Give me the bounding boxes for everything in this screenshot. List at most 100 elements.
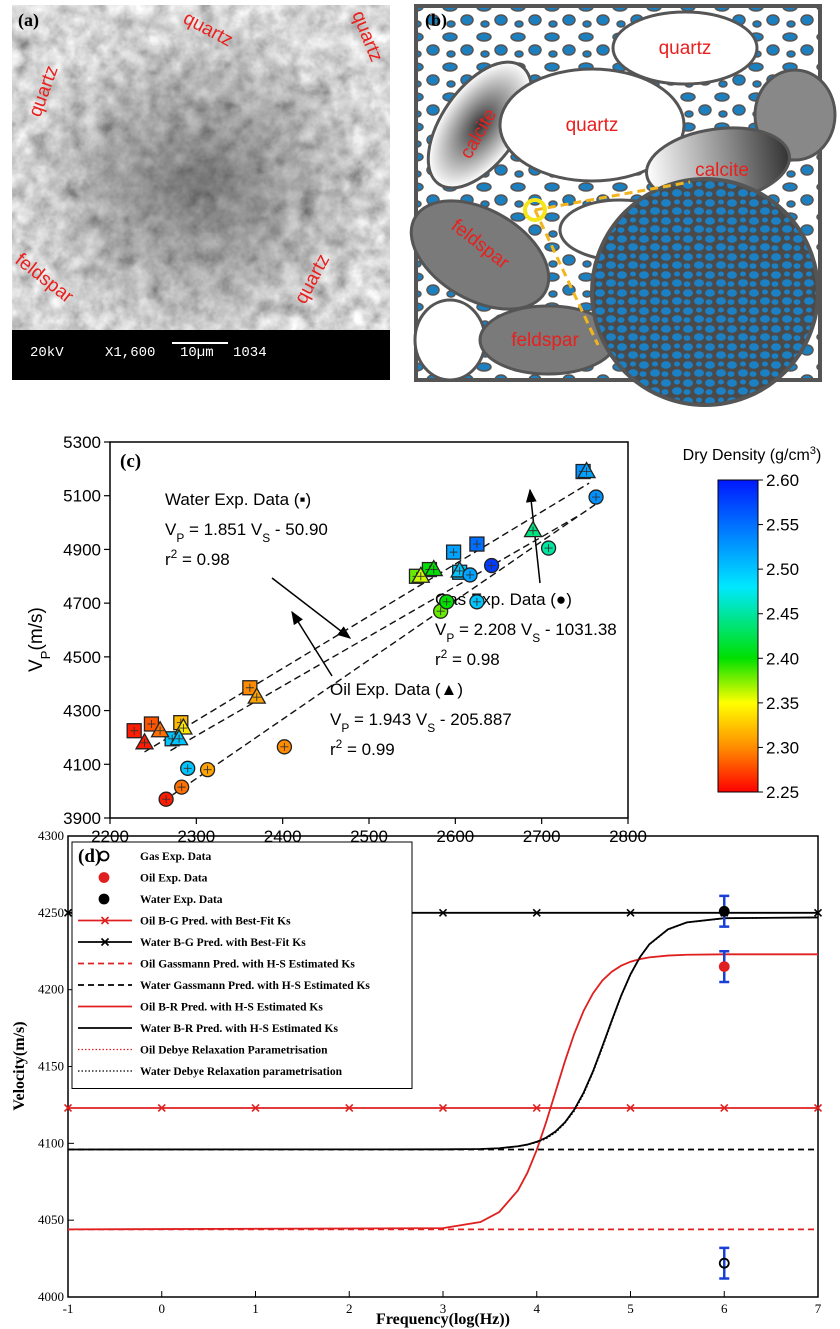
marker-cross <box>466 570 475 579</box>
data-point <box>174 779 190 795</box>
data-point <box>469 536 485 552</box>
line-marker <box>438 1103 448 1113</box>
annotation-equation: VP = 1.943 VS - 205.887 <box>330 710 512 735</box>
legend-label: Water Debye Relaxation parametrisation <box>140 1066 343 1078</box>
marker-cross <box>183 764 192 773</box>
mineral-label: feldspar <box>511 330 579 351</box>
legend-marker <box>100 937 110 947</box>
marker-cross <box>472 597 481 606</box>
mineral-label: quartz <box>659 38 712 59</box>
y-tick-label: 4300 <box>63 702 101 721</box>
line-marker <box>251 1103 260 1113</box>
zoom-line <box>533 209 600 346</box>
colorbar <box>717 479 759 793</box>
marker-cross <box>544 544 553 553</box>
x-tick-label: 5 <box>627 1301 634 1316</box>
legend-box <box>71 841 413 1089</box>
legend-label: Water B-G Pred. with Best-Fit Ks <box>140 937 306 949</box>
data-point <box>276 739 293 755</box>
data-point <box>199 762 216 778</box>
data-point <box>445 544 462 560</box>
line-marker <box>720 908 729 917</box>
marker-cross <box>203 765 212 774</box>
text-part: = 0.99 <box>342 740 394 759</box>
legend-label: Oil Gassmann Pred. with H-S Estimated Ks <box>140 959 355 971</box>
marker-cross <box>455 566 464 575</box>
x-axis-label: Frequency(log(Hz)) <box>376 1311 510 1328</box>
colorbar-tick-label: 2.60 <box>766 471 799 490</box>
y-tick-label: 4250 <box>38 905 64 920</box>
y-axis-label: Velocity(m/s) <box>11 1021 28 1110</box>
line-marker <box>345 1103 354 1113</box>
legend-marker <box>100 916 110 925</box>
annotation-r2: r2 = 0.99 <box>330 737 395 759</box>
marker-cross <box>436 607 445 616</box>
line-marker <box>63 908 73 917</box>
text-part: = 0.98 <box>447 650 499 669</box>
text-part: V <box>435 620 447 639</box>
y-tick-label: 4200 <box>38 982 64 997</box>
y-tick-label: 4500 <box>63 648 101 667</box>
data-point <box>424 559 444 577</box>
scale-text: 20kV <box>30 345 64 361</box>
fit-line <box>170 513 581 752</box>
annotation-title: Gas Exp. Data (●) <box>435 590 572 609</box>
data-point <box>180 760 196 776</box>
line-marker <box>720 1103 729 1113</box>
marker-cross <box>140 738 149 747</box>
annotation-title: Water Exp. Data (▪) <box>165 490 311 509</box>
data-point <box>588 489 604 505</box>
y-axis-label: VP(m/s) <box>26 607 53 672</box>
marker-cross <box>175 734 184 743</box>
text-part: - 1031.38 <box>540 620 617 639</box>
legend-symbol <box>98 872 110 883</box>
y-tick-label: 4150 <box>38 1059 64 1074</box>
legend-symbol <box>98 850 110 862</box>
y-tick-label: 5100 <box>63 487 101 506</box>
scale-strip <box>12 330 390 380</box>
text-part: = 0.98 <box>177 550 229 569</box>
x-tick-label: 2 <box>346 1301 353 1316</box>
text-part: P <box>38 650 53 659</box>
text-part: 2 <box>336 737 343 751</box>
text-part: r <box>165 550 171 569</box>
colorbar-tick-label: 2.45 <box>766 605 799 624</box>
panel-a: (a) quartz quartz quartz feldspar quartz… <box>11 5 390 380</box>
grain <box>413 298 487 382</box>
marker-cross <box>252 693 261 702</box>
data-point <box>523 520 543 538</box>
colorbar-tick-label: 2.25 <box>766 783 799 802</box>
text-part: 2 <box>171 547 178 561</box>
sem-shading <box>12 5 390 330</box>
text-part: V <box>26 659 47 672</box>
grain <box>498 67 686 183</box>
line-marker <box>532 1103 541 1113</box>
grain <box>611 10 759 86</box>
data-point <box>134 732 155 750</box>
legend-symbol <box>98 893 110 905</box>
marker-cross <box>416 572 425 581</box>
legend-label: Oil Debye Relaxation Parametrisation <box>140 1045 328 1057</box>
x-tick-label: 6 <box>721 1301 728 1316</box>
marker-cross <box>179 724 188 733</box>
data-point <box>718 905 730 917</box>
text-part: P <box>341 721 349 735</box>
scale-text: 1034 <box>233 345 267 361</box>
annotation-r2: r2 = 0.98 <box>435 647 500 669</box>
data-point <box>462 567 478 583</box>
legend-label: Water Exp. Data <box>140 894 223 906</box>
y-tick-label: 4700 <box>63 594 101 613</box>
annotation-r2: r2 = 0.98 <box>165 547 230 569</box>
text-part: S <box>532 631 540 645</box>
data-point <box>247 686 267 704</box>
data-point <box>469 594 485 610</box>
panel-label: (a) <box>18 10 39 31</box>
colorbar-tick-label: 2.30 <box>766 738 799 757</box>
marker-cross <box>449 548 458 557</box>
legend-label: Water B-R Pred. with H-S Estimated Ks <box>140 1023 338 1035</box>
colorbar-tick-label: 2.50 <box>766 560 799 579</box>
arrow <box>291 610 333 677</box>
marker-cross <box>487 561 496 570</box>
